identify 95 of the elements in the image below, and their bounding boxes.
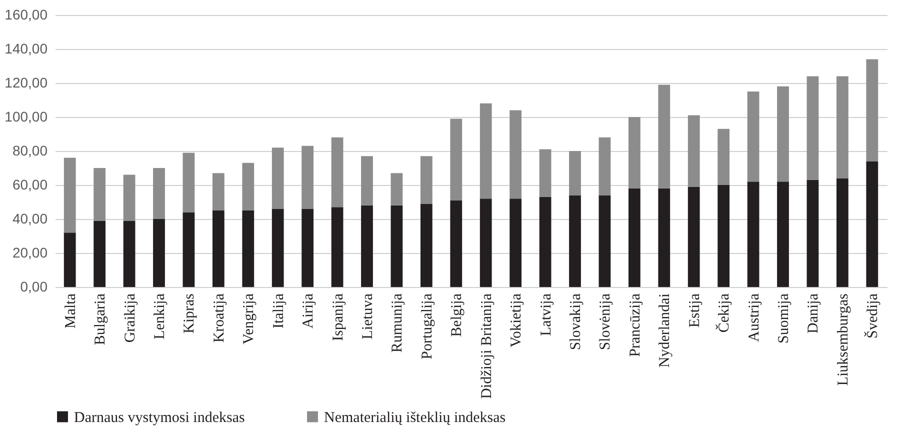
x-tick-label: Lenkija bbox=[152, 293, 168, 340]
x-tick-label: Austrija bbox=[746, 293, 762, 342]
bar bbox=[123, 174, 136, 221]
x-tick-label: Ispanija bbox=[330, 293, 346, 341]
bar bbox=[212, 210, 224, 287]
bar bbox=[390, 173, 403, 206]
bar bbox=[272, 208, 284, 287]
bar bbox=[747, 182, 760, 287]
x-tick-label: Liuksemburgas bbox=[835, 293, 852, 386]
x-tick-label: Suomija bbox=[776, 293, 792, 344]
x-tick-label: Kipras bbox=[182, 293, 198, 334]
x-tick-label: Malta bbox=[62, 293, 79, 328]
bar bbox=[806, 180, 819, 287]
bar bbox=[64, 158, 76, 233]
bar bbox=[331, 207, 344, 287]
x-tick-label: Slovėnija bbox=[598, 293, 614, 350]
y-tick-label: 0,00 bbox=[20, 278, 48, 294]
x-tick-label: Estija bbox=[686, 293, 703, 328]
bar bbox=[628, 188, 640, 287]
bar bbox=[569, 195, 581, 287]
bar bbox=[420, 156, 432, 204]
y-tick-label: 100,00 bbox=[4, 108, 48, 124]
bar bbox=[94, 220, 106, 287]
x-tick-label: Slovakija bbox=[568, 293, 584, 350]
bar bbox=[628, 117, 640, 188]
bar bbox=[747, 92, 760, 182]
x-tick-label: Prancūzija bbox=[627, 293, 644, 357]
bar bbox=[302, 146, 314, 209]
bar bbox=[718, 185, 730, 287]
bar bbox=[390, 205, 403, 287]
x-tick-label: Nyderlandai bbox=[657, 294, 674, 368]
y-tick-label: 20,00 bbox=[12, 244, 48, 260]
x-tick-label: Latvija bbox=[538, 293, 554, 336]
bar bbox=[658, 188, 670, 287]
bar bbox=[539, 149, 552, 197]
x-tick-label: Švedija bbox=[864, 293, 882, 338]
bar bbox=[153, 219, 165, 287]
x-tick-label: Kroatija bbox=[211, 293, 228, 343]
bar bbox=[420, 204, 432, 287]
y-tick-label: 80,00 bbox=[12, 142, 48, 158]
bar bbox=[836, 76, 848, 178]
bar bbox=[361, 156, 373, 206]
bar bbox=[688, 115, 700, 187]
x-tick-label: Belgija bbox=[449, 293, 466, 337]
legend-label: Darnaus vystymosi indeksas bbox=[74, 410, 245, 426]
bar bbox=[361, 205, 373, 287]
bar bbox=[182, 212, 195, 287]
bar bbox=[598, 195, 611, 287]
x-tick-label: Danija bbox=[806, 293, 822, 334]
bar bbox=[866, 59, 878, 162]
bar bbox=[94, 168, 106, 221]
bar bbox=[480, 198, 492, 287]
x-tick-label: Lietuva bbox=[360, 293, 376, 340]
bar bbox=[480, 103, 492, 199]
bar bbox=[450, 200, 462, 287]
bar bbox=[331, 137, 344, 208]
bar bbox=[806, 76, 819, 180]
y-tick-label: 140,00 bbox=[4, 40, 48, 56]
x-tick-label: Vengrija bbox=[241, 293, 258, 344]
bar bbox=[718, 128, 730, 185]
x-tick-label: Didžioji Britanija bbox=[478, 293, 495, 399]
bar bbox=[836, 178, 848, 287]
y-tick-label: 60,00 bbox=[12, 176, 48, 192]
legend-label: Nematerialių išteklių indeksas bbox=[324, 410, 506, 426]
bar bbox=[302, 208, 314, 287]
x-tick-label: Portugalija bbox=[419, 293, 436, 360]
bar bbox=[153, 168, 165, 219]
bar bbox=[777, 182, 789, 287]
x-tick-label: Airija bbox=[300, 293, 317, 328]
bar bbox=[866, 161, 878, 287]
bar bbox=[272, 148, 284, 209]
bar bbox=[598, 137, 611, 196]
bar bbox=[242, 210, 254, 287]
bar bbox=[569, 151, 581, 196]
x-tick-label: Rumunija bbox=[390, 293, 406, 353]
x-tick-label: Italija bbox=[270, 293, 287, 328]
x-tick-label: Čekija bbox=[716, 293, 733, 333]
bar bbox=[212, 173, 224, 210]
bar bbox=[510, 110, 522, 199]
bar bbox=[182, 152, 195, 212]
bar bbox=[242, 162, 254, 210]
bar bbox=[123, 220, 136, 287]
bar bbox=[539, 196, 552, 287]
bar bbox=[510, 198, 522, 287]
x-tick-label: Vokietija bbox=[508, 293, 525, 348]
y-tick-label: 40,00 bbox=[12, 210, 48, 226]
y-tick-label: 160,00 bbox=[4, 6, 48, 22]
x-tick-label: Bulgaria bbox=[92, 293, 109, 346]
bar bbox=[658, 84, 670, 188]
x-tick-label: Graikija bbox=[122, 293, 138, 343]
bar bbox=[688, 186, 700, 287]
bar bbox=[64, 232, 76, 287]
bar bbox=[777, 86, 789, 182]
bar bbox=[450, 118, 462, 200]
y-tick-label: 120,00 bbox=[4, 74, 48, 90]
